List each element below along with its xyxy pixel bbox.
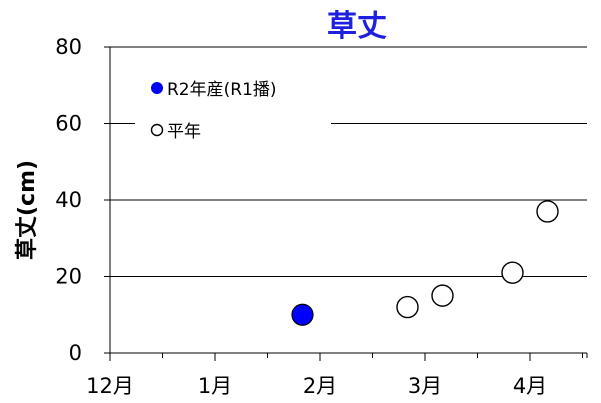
- x-tick-label: 12月: [86, 374, 134, 398]
- x-tick-labels: 12月 1月 2月 3月 4月: [86, 374, 547, 398]
- x-tick-label: 3月: [408, 374, 442, 398]
- data-point-heinen: [431, 284, 454, 307]
- y-axis-label: 草丈(cm): [14, 160, 40, 260]
- data-point-heinen: [536, 200, 559, 223]
- legend-label-r2: R2年産(R1播): [167, 80, 277, 100]
- y-tick-label: 0: [69, 341, 82, 365]
- axes: [104, 46, 588, 361]
- x-tick-label: 1月: [198, 374, 232, 398]
- data-point-r2: [291, 303, 314, 326]
- data-points: [291, 200, 559, 326]
- y-tick-label: 20: [55, 265, 82, 289]
- legend-marker-heinen: [150, 123, 164, 137]
- legend: R2年産(R1播) 平年: [135, 62, 331, 152]
- x-tick-label: 4月: [513, 374, 547, 398]
- data-point-heinen: [501, 261, 524, 284]
- y-tick-labels: 0 20 40 60 80: [55, 35, 82, 365]
- y-tick-label: 60: [55, 112, 82, 136]
- legend-label-heinen: 平年: [167, 122, 201, 142]
- legend-marker-r2: [151, 82, 163, 94]
- x-tick-label: 2月: [303, 374, 337, 398]
- y-tick-label: 40: [55, 188, 82, 212]
- chart-title: 草丈: [327, 9, 387, 44]
- y-tick-label: 80: [55, 35, 82, 59]
- legend-background: [135, 62, 331, 152]
- data-point-heinen: [396, 295, 419, 319]
